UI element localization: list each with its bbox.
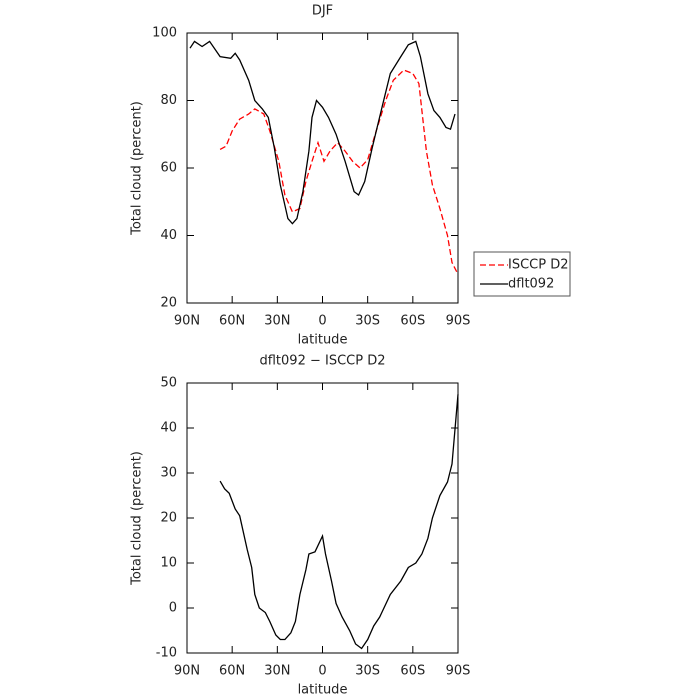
legend-label: dflt092 <box>508 277 554 292</box>
data-line <box>219 394 459 650</box>
chart-title: dflt092 − ISCCP D2 <box>259 354 385 369</box>
y-tick-label: 20 <box>160 511 177 526</box>
x-tick-label: 0 <box>318 664 326 679</box>
y-tick-label: 0 <box>169 601 177 616</box>
x-tick-label: 90N <box>174 314 200 329</box>
legend-label: ISCCP D2 <box>508 258 569 273</box>
data-line <box>219 69 459 275</box>
y-tick-label: 20 <box>160 296 177 311</box>
y-tick-label: 80 <box>160 93 177 108</box>
y-tick-label: 60 <box>160 161 177 176</box>
y-axis-label: Total cloud (percent) <box>130 451 145 586</box>
x-axis-label: latitude <box>298 333 348 348</box>
x-tick-label: 90S <box>446 664 471 679</box>
x-tick-label: 60N <box>219 314 245 329</box>
x-tick-label: 0 <box>318 314 326 329</box>
x-axis-label: latitude <box>298 683 348 698</box>
y-tick-label: 30 <box>160 466 177 481</box>
y-tick-label: -10 <box>156 646 177 661</box>
x-tick-label: 60S <box>400 314 425 329</box>
x-tick-label: 30S <box>355 314 380 329</box>
plot-frame <box>186 382 459 654</box>
x-tick-label: 30N <box>264 664 290 679</box>
data-line <box>189 40 456 225</box>
x-tick-label: 60N <box>219 664 245 679</box>
y-tick-label: 50 <box>160 376 177 391</box>
chart-title: DJF <box>312 4 333 19</box>
x-tick-label: 60S <box>400 664 425 679</box>
x-tick-label: 90N <box>174 664 200 679</box>
y-tick-label: 100 <box>152 26 177 41</box>
y-tick-label: 40 <box>160 421 177 436</box>
y-axis-label: Total cloud (percent) <box>130 101 145 236</box>
y-tick-label: 40 <box>160 228 177 243</box>
plot-frame <box>186 32 459 304</box>
y-tick-label: 10 <box>160 556 177 571</box>
legend-box <box>473 251 571 297</box>
x-tick-label: 30S <box>355 664 380 679</box>
x-tick-label: 90S <box>446 314 471 329</box>
x-tick-label: 30N <box>264 314 290 329</box>
